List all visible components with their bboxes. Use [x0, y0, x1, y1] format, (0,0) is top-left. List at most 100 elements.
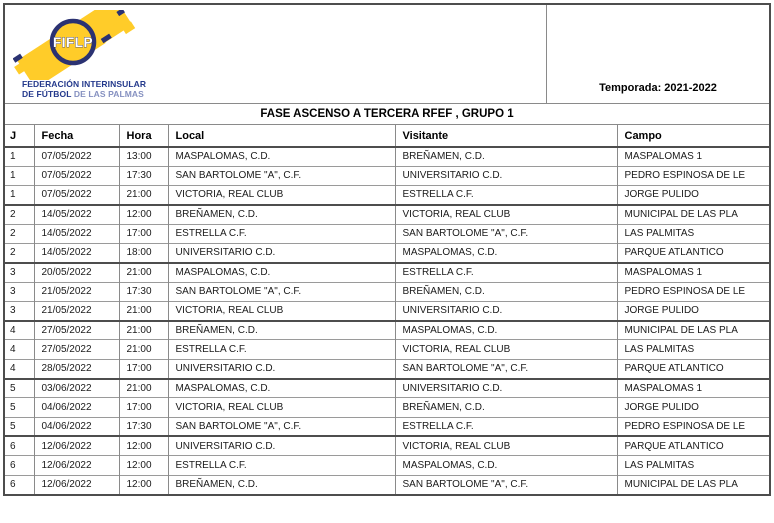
season-label: Temporada: 2021-2022 — [599, 82, 717, 94]
table-cell: SAN BARTOLOME "A", C.F. — [394, 358, 617, 379]
table-cell: UNIVERSITARIO C.D. — [167, 242, 395, 263]
table-cell: ESTRELLA C.F. — [394, 261, 617, 283]
table-cell: 4 — [5, 319, 34, 340]
table-cell: PEDRO ESPINOSA DE LE — [616, 165, 769, 186]
table-cell: VICTORIA, REAL CLUB — [394, 435, 617, 456]
table-cell: 13:00 — [118, 145, 168, 167]
table-cell: 17:00 — [118, 358, 168, 379]
table-cell: 2 — [5, 242, 34, 263]
table-row: 5 04/06/2022 17:30 SAN BARTOLOME "A", C.F. E… — [5, 416, 769, 437]
table-cell: ESTRELLA C.F. — [394, 185, 617, 205]
column-header-local: Local — [167, 125, 395, 147]
table-cell: 2 — [5, 203, 34, 225]
table-cell: 3 — [5, 261, 34, 283]
org-name-line2-light: DE LAS PALMAS — [71, 89, 144, 99]
table-cell: 2 — [5, 223, 34, 244]
table-row: 4 27/05/2022 21:00 BREÑAMEN, C.D. MASPALOMAS… — [5, 319, 769, 340]
table-row: 3 20/05/2022 21:00 MASPALOMAS, C.D. ESTRELLA… — [5, 261, 769, 283]
org-name: FEDERACIÓN INTERINSULAR DE FÚTBOL DE LAS… — [22, 79, 146, 99]
table-cell: BREÑAMEN, C.D. — [394, 145, 617, 167]
table-cell: ESTRELLA C.F. — [167, 455, 395, 476]
column-header-visitante: Visitante — [394, 125, 617, 147]
table-cell: 17:00 — [118, 397, 168, 418]
table-cell: 17:30 — [118, 416, 168, 437]
table-row: 1 07/05/2022 13:00 MASPALOMAS, C.D. BREÑAMEN… — [5, 145, 769, 167]
table-row: 2 14/05/2022 17:00 ESTRELLA C.F. SAN BARTOLO… — [5, 223, 769, 244]
table-cell: 1 — [5, 185, 34, 205]
table-cell: VICTORIA, REAL CLUB — [167, 300, 395, 321]
org-name-line1: FEDERACIÓN INTERINSULAR — [22, 79, 147, 89]
table-cell: 12:00 — [118, 203, 168, 225]
column-header-fecha: Fecha — [33, 125, 119, 147]
table-cell: 4 — [5, 358, 34, 379]
table-cell: MASPALOMAS 1 — [616, 377, 769, 398]
table-cell: UNIVERSITARIO C.D. — [394, 377, 617, 398]
table-row: 5 04/06/2022 17:00 VICTORIA, REAL CLUB BREÑA… — [5, 397, 769, 418]
table-cell: JORGE PULIDO — [616, 397, 769, 418]
table-cell: LAS PALMITAS — [616, 455, 769, 476]
table-cell: MASPALOMAS, C.D. — [394, 242, 617, 263]
page-title: FASE ASCENSO A TERCERA RFEF , GRUPO 1 — [5, 104, 769, 125]
table-cell: 21/05/2022 — [33, 281, 119, 302]
table-cell: MUNICIPAL DE LAS PLA — [616, 319, 769, 340]
table-cell: 07/05/2022 — [33, 145, 119, 167]
table-cell: 21:00 — [118, 319, 168, 340]
table-cell: VICTORIA, REAL CLUB — [394, 203, 617, 225]
table-cell: LAS PALMITAS — [616, 339, 769, 360]
table-row: 1 07/05/2022 21:00 VICTORIA, REAL CLUB ESTRE… — [5, 185, 769, 205]
table-cell: 27/05/2022 — [33, 319, 119, 340]
document: FIFLP FEDERACIÓN INTERINSULAR DE FÚTBOL … — [3, 3, 771, 497]
table-cell: 27/05/2022 — [33, 339, 119, 360]
table-cell: 3 — [5, 300, 34, 321]
table-cell: 04/06/2022 — [33, 416, 119, 437]
table-cell: MUNICIPAL DE LAS PLA — [616, 474, 769, 495]
table-row: 2 14/05/2022 12:00 BREÑAMEN, C.D. VICTORIA, … — [5, 203, 769, 225]
table-cell: BREÑAMEN, C.D. — [394, 281, 617, 302]
table-cell: MASPALOMAS, C.D. — [167, 377, 395, 398]
logo-acronym: FIFLP — [53, 35, 93, 50]
table-cell: PEDRO ESPINOSA DE LE — [616, 416, 769, 437]
table-cell: MASPALOMAS 1 — [616, 261, 769, 283]
table-cell: 21:00 — [118, 377, 168, 398]
table-cell: 21:00 — [118, 185, 168, 205]
table-cell: LAS PALMITAS — [616, 223, 769, 244]
table-cell: 6 — [5, 435, 34, 456]
table-cell: 28/05/2022 — [33, 358, 119, 379]
table-cell: MASPALOMAS 1 — [616, 145, 769, 167]
table-cell: 20/05/2022 — [33, 261, 119, 283]
table-cell: 21:00 — [118, 339, 168, 360]
table-row: 3 21/05/2022 17:30 SAN BARTOLOME "A", C.F. B… — [5, 281, 769, 302]
table-row: 6 12/06/2022 12:00 BREÑAMEN, C.D. SAN BARTOL… — [5, 474, 769, 495]
table-cell: ESTRELLA C.F. — [394, 416, 617, 437]
table-cell: 18:00 — [118, 242, 168, 263]
table-cell: 21:00 — [118, 261, 168, 283]
table-cell: 6 — [5, 474, 34, 495]
table-cell: 1 — [5, 165, 34, 186]
table-row: 1 07/05/2022 17:30 SAN BARTOLOME "A", C.F. U… — [5, 165, 769, 186]
table-cell: 1 — [5, 145, 34, 167]
table-cell: JORGE PULIDO — [616, 300, 769, 321]
column-header-hora: Hora — [118, 125, 168, 147]
table-cell: 14/05/2022 — [33, 242, 119, 263]
table-cell: 12/06/2022 — [33, 474, 119, 495]
table-cell: 3 — [5, 281, 34, 302]
table-cell: MASPALOMAS, C.D. — [167, 145, 395, 167]
table-cell: 12/06/2022 — [33, 455, 119, 476]
table-cell: ESTRELLA C.F. — [167, 339, 395, 360]
fiflp-logo-icon: FIFLP — [13, 10, 136, 80]
table-cell: 17:00 — [118, 223, 168, 244]
table-header-row: J Fecha Hora Local Visitante Campo — [5, 125, 769, 147]
table-row: 4 28/05/2022 17:00 UNIVERSITARIO C.D. SAN BA… — [5, 358, 769, 379]
table-cell: 17:30 — [118, 281, 168, 302]
table-cell: BREÑAMEN, C.D. — [167, 319, 395, 340]
table-cell: 21:00 — [118, 300, 168, 321]
table-cell: PARQUE ATLANTICO — [616, 358, 769, 379]
table-cell: 14/05/2022 — [33, 203, 119, 225]
table-cell: 5 — [5, 397, 34, 418]
table-cell: MASPALOMAS, C.D. — [394, 455, 617, 476]
logo-area: FIFLP FEDERACIÓN INTERINSULAR DE FÚTBOL … — [5, 5, 547, 103]
table-cell: 03/06/2022 — [33, 377, 119, 398]
table-cell: 12:00 — [118, 474, 168, 495]
table-cell: 17:30 — [118, 165, 168, 186]
table-cell: UNIVERSITARIO C.D. — [167, 358, 395, 379]
